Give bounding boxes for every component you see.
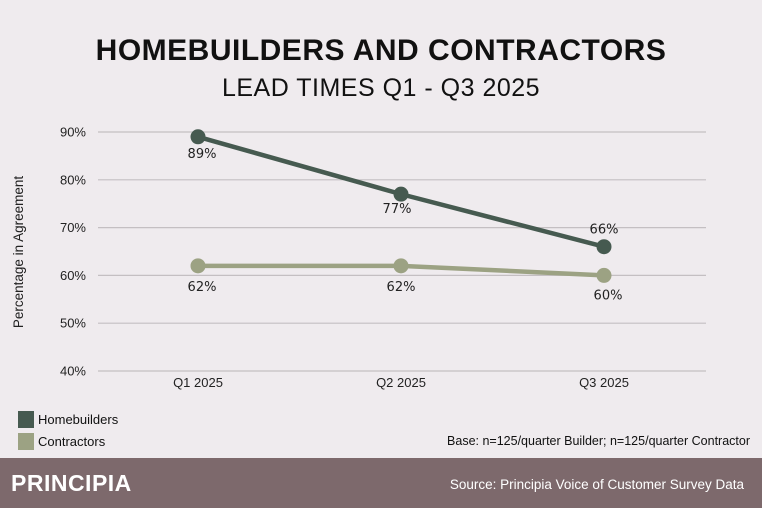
x-tick-label: Q3 2025 xyxy=(579,375,629,390)
footer: PRINCIPIA Source: Principia Voice of Cus… xyxy=(0,458,762,508)
legend-label: Contractors xyxy=(38,434,106,449)
data-label: 89% xyxy=(188,147,217,162)
data-point xyxy=(393,186,409,202)
legend-swatch xyxy=(18,433,34,450)
y-tick-label: 70% xyxy=(60,220,86,235)
chart-subtitle: LEAD TIMES Q1 - Q3 2025 xyxy=(221,74,541,102)
principia-logo: PRINCIPIA xyxy=(11,470,132,496)
chart-title: HOMEBUILDERS AND CONTRACTORS xyxy=(95,34,667,67)
data-point xyxy=(393,258,409,274)
legend-item-homebuilders: Homebuilders xyxy=(18,411,118,428)
y-tick-label: 50% xyxy=(60,316,86,331)
data-point xyxy=(190,129,206,145)
y-tick-label: 90% xyxy=(60,125,86,140)
data-label: 66% xyxy=(590,223,619,238)
y-tick-label: 80% xyxy=(60,172,86,187)
legend-label: Homebuilders xyxy=(38,412,119,427)
base-note: Base: n=125/quarter Builder; n=125/quart… xyxy=(447,434,750,448)
y-tick-label: 40% xyxy=(60,364,86,379)
x-tick-label: Q1 2025 xyxy=(173,375,223,390)
source-note: Source: Principia Voice of Customer Surv… xyxy=(449,477,744,492)
legend-swatch xyxy=(18,411,34,428)
y-tick-label: 60% xyxy=(60,268,86,283)
data-point xyxy=(596,239,612,255)
data-label: 62% xyxy=(387,280,416,295)
y-axis-label: Percentage in Agreement xyxy=(11,176,26,329)
legend-item-contractors: Contractors xyxy=(18,433,105,450)
data-point xyxy=(596,267,612,283)
x-tick-label: Q2 2025 xyxy=(376,375,426,390)
data-label: 60% xyxy=(594,288,623,303)
data-label: 62% xyxy=(188,280,217,295)
data-label: 77% xyxy=(383,202,412,217)
data-point xyxy=(190,258,206,274)
